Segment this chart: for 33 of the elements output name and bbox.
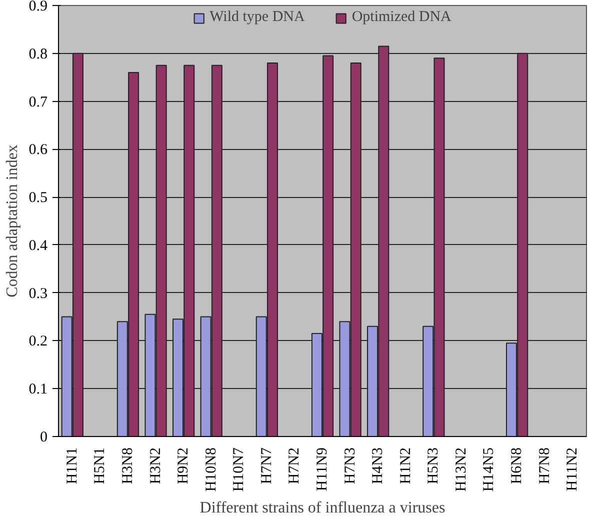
y-tick-label: 0.5 <box>28 190 48 206</box>
x-tick-label: H3N2 <box>148 447 164 484</box>
y-tick-label: 0.9 <box>28 0 48 14</box>
x-tick-label: H5N1 <box>92 447 108 484</box>
x-tick-label: H13N2 <box>453 447 470 492</box>
y-tick-label: 0 <box>40 430 48 446</box>
y-tick-label: 0.6 <box>28 142 48 158</box>
x-axis-title: Different strains of influenza a viruses <box>200 500 446 517</box>
legend-label: Wild type DNA <box>210 9 305 26</box>
legend-label: Optimized DNA <box>352 9 452 26</box>
x-tick-label: H10N7 <box>231 447 248 492</box>
y-axis-title: Codon adaptation index <box>4 144 21 298</box>
x-tick-label: H4N3 <box>370 447 386 484</box>
x-tick-label: H11N9 <box>314 448 330 492</box>
x-tick-label: H1N1 <box>64 447 80 484</box>
x-tick-label: H6N8 <box>509 447 526 484</box>
y-tick-label: 0.8 <box>28 46 48 62</box>
x-tick-label: H14N5 <box>481 447 498 492</box>
x-tick-label: H7N8 <box>536 447 553 484</box>
y-tick-label: 0.3 <box>28 286 48 302</box>
x-tick-label: H7N3 <box>342 447 358 484</box>
x-tick-label: H3N8 <box>120 447 136 484</box>
y-tick-label: 0.1 <box>28 382 48 398</box>
y-tick-label: 0.7 <box>28 94 48 110</box>
x-tick-label: H11N2 <box>564 448 581 492</box>
x-tick-label: H1N2 <box>398 447 414 484</box>
x-tick-label: H7N7 <box>258 447 275 484</box>
x-tick-label: H5N3 <box>426 447 442 484</box>
y-tick-label: 0.2 <box>28 334 48 350</box>
x-tick-label: H10N8 <box>203 447 220 492</box>
y-tick-label: 0.4 <box>28 238 48 254</box>
x-tick-label: H7N2 <box>286 447 303 484</box>
x-tick-label: H9N2 <box>176 447 192 484</box>
